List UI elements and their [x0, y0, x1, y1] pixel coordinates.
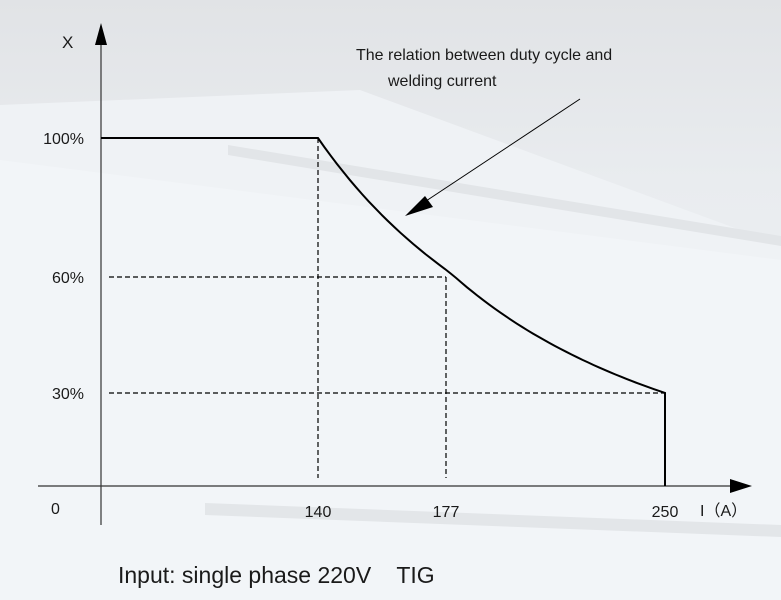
y-tick-labels: 100% 60% 30%	[43, 131, 84, 403]
axes	[38, 23, 752, 525]
x-tick-label: 177	[433, 504, 460, 521]
reference-lines	[109, 138, 665, 478]
x-axis-label: I（A）	[700, 502, 747, 520]
annotation-line-2: welding current	[387, 73, 497, 90]
annotation: The relation between duty cycle and weld…	[356, 47, 612, 216]
origin-label: 0	[51, 501, 60, 518]
y-tick-label: 30%	[52, 386, 84, 403]
series-line	[101, 137, 666, 486]
annotation-line-1: The relation between duty cycle and	[356, 47, 612, 64]
y-tick-label: 60%	[52, 270, 84, 287]
y-tick-label: 100%	[43, 131, 84, 148]
y-axis-label: X	[62, 33, 73, 52]
x-tick-label: 250	[652, 504, 679, 521]
y-axis-arrow-icon	[95, 23, 107, 45]
annotation-arrow-line	[419, 98, 581, 206]
x-tick-label: 140	[305, 504, 332, 521]
x-axis-arrow-icon	[730, 479, 752, 493]
x-tick-labels: 140 177 250	[305, 504, 679, 521]
caption: Input: single phase 220V TIG	[118, 562, 435, 588]
annotation-arrow-icon	[405, 196, 433, 216]
